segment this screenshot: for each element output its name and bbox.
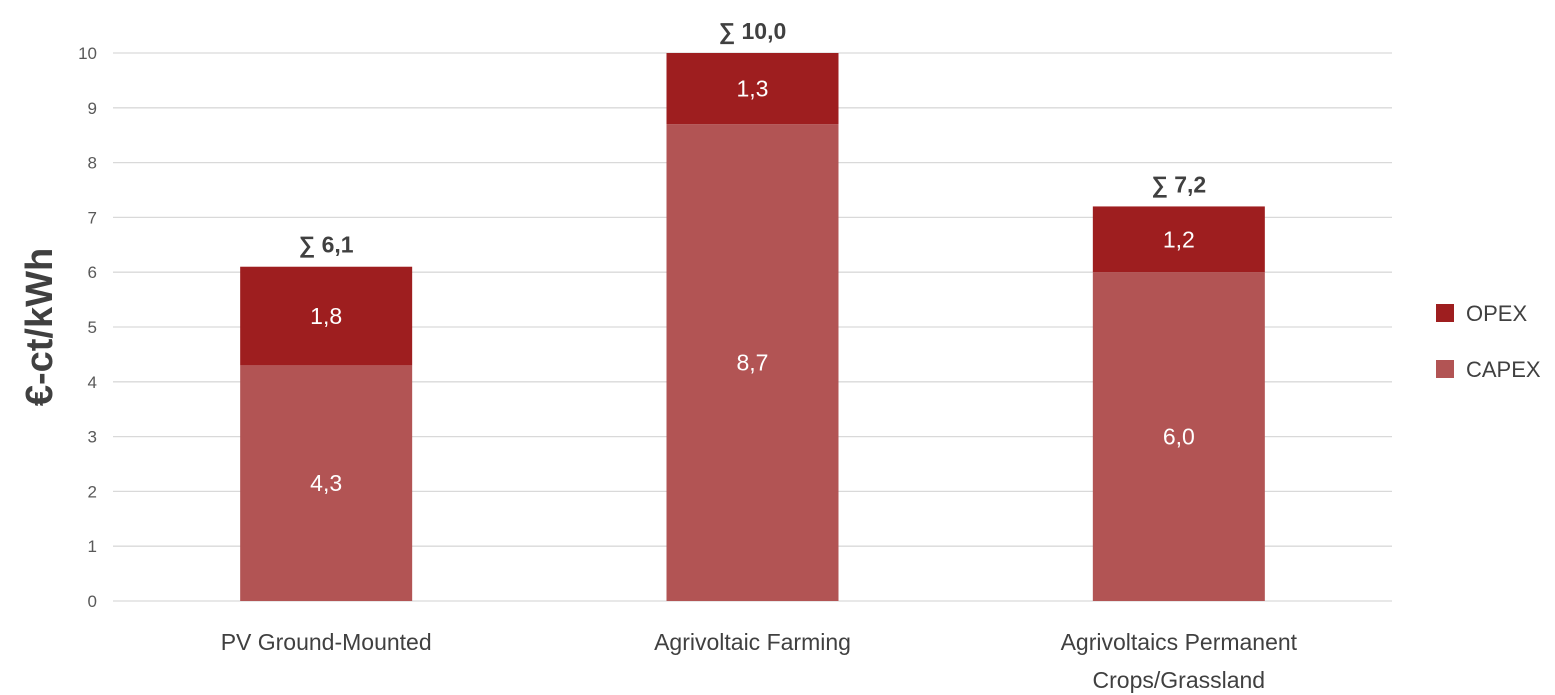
y-tick-label: 4 <box>88 373 97 392</box>
y-axis-label: €-ct/kWh <box>19 248 61 406</box>
legend-swatch-capex <box>1436 360 1454 378</box>
y-axis-ticks: 0 1 2 3 4 5 6 7 8 9 10 <box>78 44 97 611</box>
legend: OPEX CAPEX <box>1436 301 1541 382</box>
bars <box>240 53 1265 602</box>
data-label-capex: 8,7 <box>737 350 769 376</box>
y-tick-label: 7 <box>88 208 97 227</box>
total-label: ∑ 6,1 <box>299 232 354 259</box>
y-tick-label: 2 <box>88 482 97 501</box>
bar-capex <box>240 365 413 601</box>
total-label: ∑ 10,0 <box>719 18 787 45</box>
y-tick-label: 0 <box>88 592 97 611</box>
y-tick-label: 1 <box>88 537 97 556</box>
x-axis-categories: PV Ground-Mounted Agrivoltaic Farming Agri… <box>221 629 1298 693</box>
data-label-capex: 4,3 <box>310 470 342 496</box>
y-tick-label: 5 <box>88 318 97 337</box>
bar-capex <box>1092 272 1265 601</box>
data-label-opex: 1,2 <box>1163 226 1195 252</box>
bar-opex <box>1092 206 1265 273</box>
y-tick-label: 10 <box>78 44 97 63</box>
bar-opex <box>240 266 413 366</box>
data-labels: 4,3 1,8 ∑ 6,1 8,7 1,3 ∑ 10,0 6,0 1,2 ∑ 7,2 <box>299 18 1206 496</box>
legend-label-opex: OPEX <box>1466 301 1527 326</box>
bar-capex <box>666 124 839 602</box>
total-label: ∑ 7,2 <box>1151 171 1206 198</box>
data-label-opex: 1,8 <box>310 303 342 329</box>
y-tick-label: 6 <box>88 263 97 282</box>
data-label-opex: 1,3 <box>737 76 769 102</box>
legend-label-capex: CAPEX <box>1466 357 1541 382</box>
legend-swatch-opex <box>1436 304 1454 322</box>
y-tick-label: 3 <box>88 428 97 447</box>
x-category-label: PV Ground-Mounted <box>221 629 432 655</box>
bar-opex <box>666 53 839 125</box>
x-category-label: Agrivoltaic Farming <box>654 629 851 655</box>
y-tick-label: 8 <box>88 154 97 173</box>
data-label-capex: 6,0 <box>1163 424 1195 450</box>
y-tick-label: 9 <box>88 99 97 118</box>
x-category-label: Crops/Grassland <box>1093 667 1266 693</box>
x-category-label: Agrivoltaics Permanent <box>1061 629 1298 655</box>
